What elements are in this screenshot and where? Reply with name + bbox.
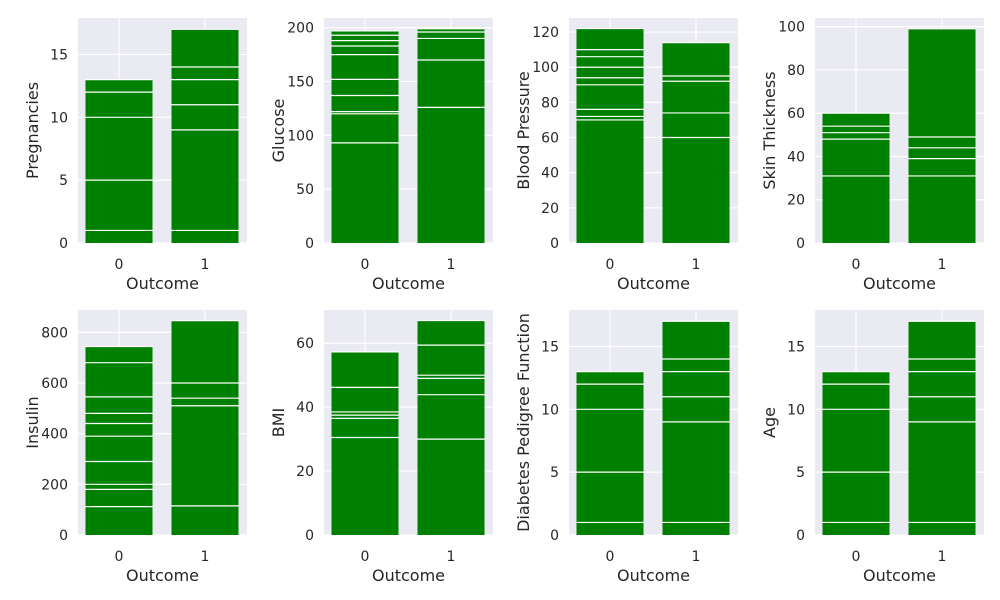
x-tick-label: 1	[201, 549, 210, 565]
y-tick-label: 0	[59, 236, 68, 252]
bar-outcome-1	[662, 321, 730, 535]
bar-outcome-0	[822, 371, 890, 535]
bar-outcome-1	[662, 42, 730, 243]
y-tick-label: 0	[796, 528, 805, 544]
bar-outcome-0	[822, 113, 890, 243]
bar-outcome-1	[908, 28, 976, 244]
x-axis-label: Outcome	[617, 566, 690, 585]
y-tick-label: 40	[296, 400, 314, 416]
x-tick-label: 1	[201, 257, 210, 273]
y-tick-label: 0	[550, 236, 559, 252]
x-tick-label: 0	[115, 549, 124, 565]
x-axis-label: Outcome	[126, 274, 199, 293]
y-tick-label: 80	[787, 63, 805, 79]
y-tick-label: 150	[287, 75, 314, 91]
bar-outcome-1	[417, 320, 485, 535]
x-axis-label: Outcome	[617, 274, 690, 293]
x-axis-label: Outcome	[372, 566, 445, 585]
y-axis-label: Blood Pressure	[514, 71, 533, 190]
x-axis-label: Outcome	[863, 274, 936, 293]
y-tick-label: 5	[59, 173, 68, 189]
y-axis-label: Pregnancies	[23, 82, 42, 179]
bar-outcome-0	[85, 346, 153, 535]
x-tick-label: 0	[606, 257, 615, 273]
y-axis-label: BMI	[269, 408, 288, 438]
x-tick-label: 0	[361, 257, 370, 273]
y-tick-label: 10	[541, 402, 559, 418]
y-tick-label: 5	[796, 465, 805, 481]
y-tick-label: 20	[296, 464, 314, 480]
x-tick-label: 1	[938, 549, 947, 565]
bar-outcome-0	[576, 28, 644, 243]
y-tick-label: 10	[787, 402, 805, 418]
y-tick-label: 40	[787, 149, 805, 165]
y-tick-label: 5	[550, 465, 559, 481]
x-axis-label: Outcome	[863, 566, 936, 585]
y-axis-label: Diabetes Pedigree Function	[514, 313, 533, 532]
x-tick-label: 0	[115, 257, 124, 273]
y-tick-label: 40	[541, 166, 559, 182]
x-tick-label: 1	[692, 549, 701, 565]
bar-outcome-1	[171, 320, 239, 535]
y-tick-label: 0	[305, 236, 314, 252]
y-tick-label: 600	[41, 376, 68, 392]
y-tick-label: 60	[541, 131, 559, 147]
bar-outcome-1	[171, 29, 239, 243]
x-tick-label: 1	[447, 549, 456, 565]
y-tick-label: 10	[50, 110, 68, 126]
y-tick-label: 100	[778, 20, 805, 36]
bar-outcome-1	[908, 321, 976, 535]
y-axis-label: Skin Thickness	[760, 71, 779, 189]
bar-outcome-0	[576, 371, 644, 535]
y-tick-label: 0	[59, 528, 68, 544]
x-tick-label: 0	[606, 549, 615, 565]
y-tick-label: 20	[541, 201, 559, 217]
y-tick-label: 120	[532, 25, 559, 41]
bar-outcome-0	[331, 30, 399, 244]
x-tick-label: 0	[852, 549, 861, 565]
x-tick-label: 0	[852, 257, 861, 273]
x-axis-label: Outcome	[372, 274, 445, 293]
y-tick-label: 60	[787, 106, 805, 122]
y-tick-label: 100	[532, 60, 559, 76]
bar-outcome-0	[331, 351, 399, 535]
y-tick-label: 80	[541, 95, 559, 111]
x-tick-label: 1	[938, 257, 947, 273]
y-axis-label: Insulin	[23, 396, 42, 448]
y-tick-label: 60	[296, 336, 314, 352]
bar-outcome-0	[85, 79, 153, 243]
y-tick-label: 15	[787, 339, 805, 355]
y-tick-label: 0	[796, 236, 805, 252]
y-tick-label: 200	[41, 477, 68, 493]
x-tick-label: 1	[447, 257, 456, 273]
y-axis-label: Age	[760, 407, 779, 438]
y-tick-label: 15	[50, 47, 68, 63]
y-tick-label: 400	[41, 427, 68, 443]
y-tick-label: 20	[787, 193, 805, 209]
y-tick-label: 0	[550, 528, 559, 544]
y-tick-label: 0	[305, 528, 314, 544]
y-tick-label: 15	[541, 339, 559, 355]
y-tick-label: 200	[287, 21, 314, 37]
y-tick-label: 50	[296, 182, 314, 198]
x-tick-label: 0	[361, 549, 370, 565]
y-axis-label: Glucose	[269, 99, 288, 163]
y-tick-label: 800	[41, 325, 68, 341]
y-tick-label: 100	[287, 128, 314, 144]
bar-outcome-1	[417, 28, 485, 244]
x-tick-label: 1	[692, 257, 701, 273]
x-axis-label: Outcome	[126, 566, 199, 585]
